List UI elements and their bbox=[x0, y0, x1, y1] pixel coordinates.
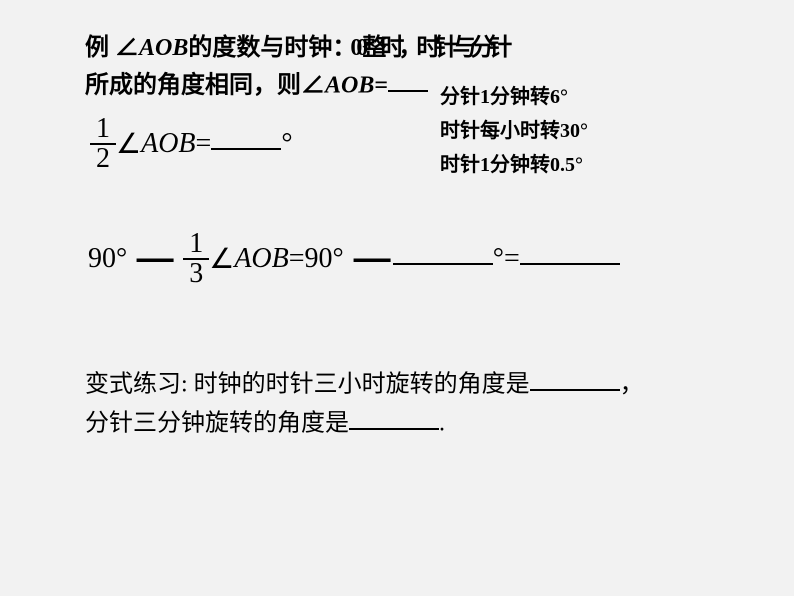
blank-final bbox=[520, 235, 620, 266]
aob-3: AOB bbox=[141, 128, 195, 159]
angle-sym-4: ∠ bbox=[209, 244, 234, 275]
variant-line-2: 分针三分钟旋转的角度是. bbox=[85, 404, 644, 443]
prefix-example: 例 bbox=[85, 35, 115, 61]
equation-row-3: 90° 一 1 3 ∠AOB=90° 一 °= bbox=[88, 230, 620, 288]
fraction-1-2: 1 2 bbox=[90, 115, 116, 173]
deg-eq: °= bbox=[493, 243, 520, 274]
aob-4: AOB bbox=[234, 243, 288, 274]
equals-1: = bbox=[374, 72, 388, 98]
eq-suffix: = bbox=[196, 128, 212, 159]
eq-ninety: =90° bbox=[289, 243, 344, 274]
frac-num: 1 bbox=[90, 115, 116, 143]
problem-line-1: 例 ∠AOB的度数与时钟：00整时，时针与分针 bbox=[85, 30, 725, 66]
aob-text-2: AOB bbox=[325, 72, 374, 98]
var-l1b: ， bbox=[620, 371, 644, 397]
frac-num-2: 1 bbox=[183, 230, 209, 258]
angle-symbol-2: ∠ bbox=[301, 72, 325, 98]
deg-1: ° bbox=[281, 128, 292, 159]
var-l2b: . bbox=[439, 410, 445, 436]
blank-half bbox=[211, 120, 281, 151]
variant-exercise: 变式练习: 时钟的时针三小时旋转的角度是 ， 分针三分钟旋转的角度是. bbox=[85, 365, 644, 443]
frac-den: 2 bbox=[90, 143, 116, 173]
minus-2: 一 bbox=[352, 237, 391, 281]
note-3: 时针1分钟转0.5° bbox=[440, 148, 588, 182]
line1-part-c: ：00整时，时针与分针 bbox=[332, 35, 506, 61]
var-l1a: 变式练习: 时钟的时针三小时旋转的角度是 bbox=[85, 371, 530, 397]
angle-sym-3: ∠ bbox=[116, 129, 141, 160]
blank-var-2 bbox=[349, 404, 439, 430]
aob-text: AOB bbox=[139, 35, 188, 61]
blank-aob bbox=[388, 66, 428, 92]
angle-symbol: ∠ bbox=[115, 35, 139, 61]
blank-mid bbox=[393, 235, 493, 266]
problem-line-2: 所成的角度相同，则∠AOB= bbox=[85, 66, 725, 103]
note-1: 分针1分钟转6° bbox=[440, 80, 588, 114]
variant-line-1: 变式练习: 时钟的时针三小时旋转的角度是 ， bbox=[85, 365, 644, 404]
blank-var-1 bbox=[530, 365, 620, 391]
problem-content: 例 ∠AOB的度数与时钟：00整时，时针与分针 所成的角度相同，则∠AOB= bbox=[85, 30, 725, 103]
line2-part-a: 所成的角度相同，则 bbox=[85, 72, 301, 98]
ninety-1: 90° bbox=[88, 243, 127, 274]
fraction-1-3: 1 3 bbox=[183, 230, 209, 288]
hint-notes: 分针1分钟转6° 时针每小时转30° 时针1分钟转0.5° bbox=[440, 80, 588, 182]
var-l2a: 分针三分钟旋转的角度是 bbox=[85, 410, 349, 436]
minus-1: 一 bbox=[136, 237, 175, 281]
line1-part-b: 的度数与时钟 bbox=[188, 35, 332, 61]
note-2: 时针每小时转30° bbox=[440, 114, 588, 148]
equation-row-2: 1 2 ∠AOB= ° bbox=[90, 115, 293, 173]
frac-den-2: 3 bbox=[183, 258, 209, 288]
